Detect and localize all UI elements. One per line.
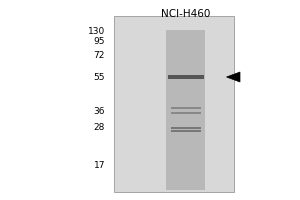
- FancyBboxPatch shape: [171, 107, 201, 109]
- FancyBboxPatch shape: [114, 16, 234, 192]
- FancyBboxPatch shape: [171, 127, 201, 129]
- Text: NCI-H460: NCI-H460: [161, 9, 211, 19]
- FancyBboxPatch shape: [168, 75, 204, 79]
- Text: 72: 72: [94, 50, 105, 60]
- FancyBboxPatch shape: [171, 112, 201, 114]
- FancyBboxPatch shape: [167, 30, 206, 190]
- Text: 130: 130: [88, 26, 105, 36]
- Text: 55: 55: [94, 72, 105, 82]
- Text: 17: 17: [94, 160, 105, 170]
- FancyBboxPatch shape: [171, 130, 201, 132]
- Text: 95: 95: [94, 38, 105, 46]
- Text: 28: 28: [94, 123, 105, 132]
- Text: 36: 36: [94, 106, 105, 116]
- Polygon shape: [226, 72, 240, 82]
